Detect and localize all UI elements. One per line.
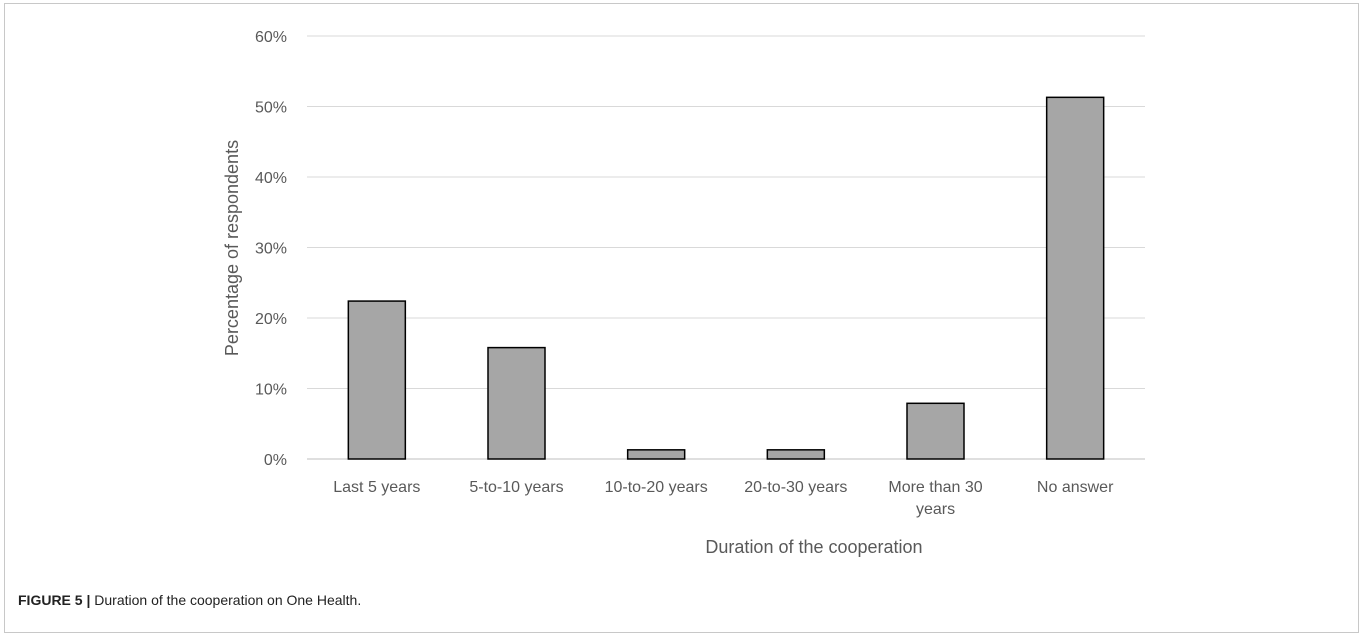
y-axis-title: Percentage of respondents: [222, 140, 242, 356]
x-axis-title: Duration of the cooperation: [705, 537, 922, 557]
category-label: No answer: [1037, 479, 1114, 496]
category-label: Last 5 years: [333, 479, 420, 496]
y-tick-label: 40%: [255, 170, 287, 187]
bar: [626, 449, 686, 460]
bar: [487, 346, 546, 460]
figure-caption: FIGURE 5 | Duration of the cooperation o…: [18, 592, 361, 608]
category-labels: Last 5 years 5-to-10 years 10-to-20 years 2…: [333, 479, 1114, 518]
y-tick-labels: 0% 10% 20% 30% 40% 50% 60%: [255, 29, 287, 469]
category-label: 10-to-20 years: [605, 479, 708, 496]
bar: [1045, 96, 1105, 460]
category-label: More than 30 years: [888, 479, 982, 518]
y-tick-label: 30%: [255, 241, 287, 258]
y-tick-label: 60%: [255, 29, 287, 46]
category-label: 5-to-10 years: [469, 479, 563, 496]
bar: [766, 449, 826, 460]
y-tick-label: 10%: [255, 382, 287, 399]
gridlines: [307, 35, 1145, 460]
bars: [347, 96, 1105, 460]
bar-chart: 0% 10% 20% 30% 40% 50% 60% Last 5 years 5-to-10…: [222, 29, 1145, 557]
bar: [906, 402, 965, 460]
y-tick-label: 20%: [255, 311, 287, 328]
category-label: 20-to-30 years: [744, 479, 847, 496]
y-tick-label: 50%: [255, 100, 287, 117]
y-tick-label: 0%: [264, 452, 287, 469]
caption-text: Duration of the cooperation on One Healt…: [90, 592, 362, 608]
figure-label: FIGURE 5 |: [18, 592, 91, 608]
bar: [347, 300, 407, 460]
